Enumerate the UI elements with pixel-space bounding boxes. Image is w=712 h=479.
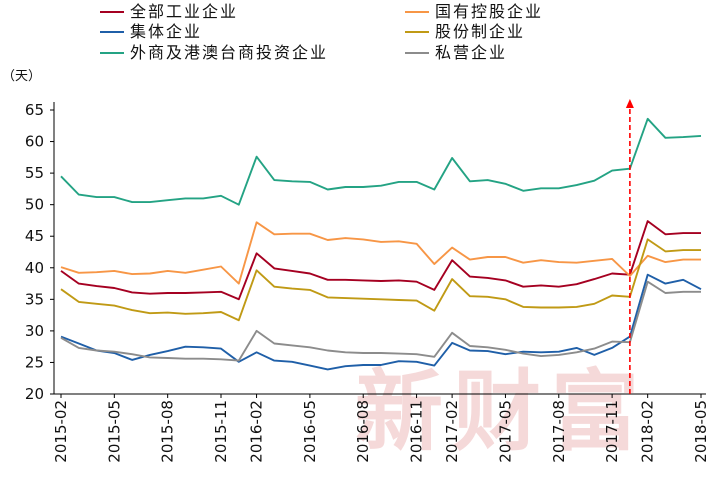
y-tick-label: 60 [25,133,44,151]
y-tick-label: 50 [25,196,44,214]
series-layer [60,117,702,371]
series-line-2 [60,221,701,285]
y-tick-label: 30 [25,322,44,340]
y-tick-label: 65 [25,101,44,119]
reference-line [625,99,634,394]
series-line-4 [60,238,701,322]
x-tick-label: 2016-08 [354,400,372,463]
legend-label-2: 国有控股企业 [435,2,543,21]
series-line-5 [60,117,702,206]
x-tick-label: 2017-08 [550,400,568,463]
series-line-1 [60,220,701,301]
series-line-3 [60,273,702,371]
legend-label-1: 全部工业企业 [130,2,238,21]
x-tick-label: 2018-05 [692,400,710,463]
y-tick-label: 40 [25,259,44,277]
y-tick-label: 55 [25,164,44,182]
y-tick-label: 35 [25,290,44,308]
legend-label-4: 股份制企业 [435,22,525,41]
legend-label-5: 外商及港澳台商投资企业 [130,43,328,62]
y-tick-label: 45 [25,227,44,245]
reference-arrowhead [625,99,634,108]
x-tick-label: 2016-11 [408,400,426,463]
x-tick-label: 2015-05 [105,400,123,463]
x-tick-label: 2015-02 [52,400,70,463]
legend-label-6: 私营企业 [435,43,507,62]
x-tick-label: 2016-05 [301,400,319,463]
x-tick-label: 2017-11 [603,400,621,463]
y-tick-label: 20 [25,385,44,403]
axes: 20 25 30 35 40 45 50 55 60 65 2015-02 2015-05 2015-0… [25,101,710,463]
x-tick-label: 2017-02 [443,400,461,463]
y-tick-label: 25 [25,353,44,371]
x-tick-label: 2015-11 [212,400,230,463]
y-axis-unit: （天） [2,69,41,84]
legend-label-3: 集体企业 [130,22,202,41]
series-line-6 [60,280,701,362]
x-tick-label: 2017-05 [496,400,514,463]
watermark: 新财富 [355,359,649,463]
x-tick-label: 2018-02 [639,400,657,463]
x-tick-label: 2015-08 [159,400,177,463]
x-tick-label: 2016-02 [248,400,266,463]
